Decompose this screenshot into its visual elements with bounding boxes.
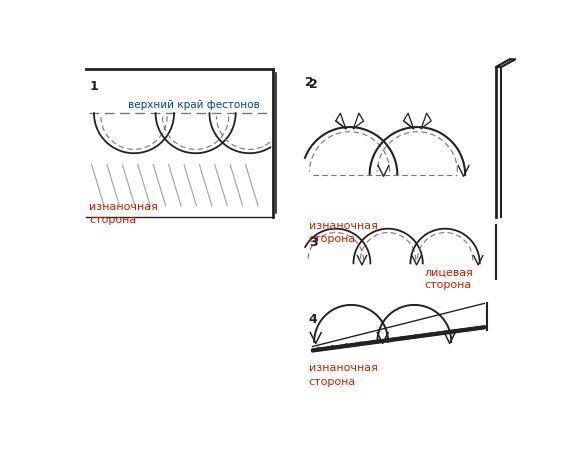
Text: лицевая
сторона: лицевая сторона xyxy=(425,267,473,291)
Text: изнаночная
сторона: изнаночная сторона xyxy=(309,364,378,387)
Text: 2: 2 xyxy=(305,76,314,89)
Text: изнаночная
сторона: изнаночная сторона xyxy=(89,202,158,225)
Text: 1: 1 xyxy=(89,80,98,93)
Text: верхний край фестонов: верхний край фестонов xyxy=(128,100,260,110)
Text: 3: 3 xyxy=(309,237,317,249)
Text: 2: 2 xyxy=(309,78,317,91)
Text: изнаночная
сторона: изнаночная сторона xyxy=(309,221,378,244)
Text: 4: 4 xyxy=(309,313,317,326)
